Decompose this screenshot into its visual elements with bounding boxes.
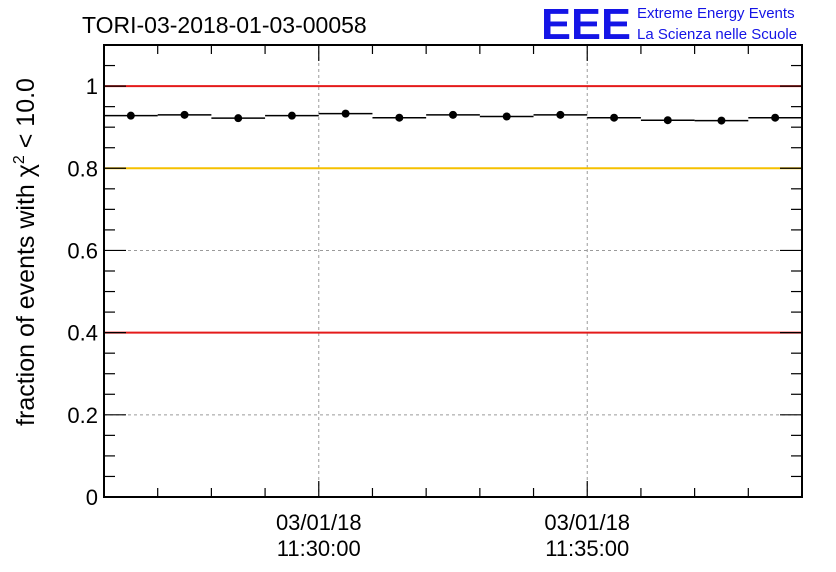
- y-axis-label-sup: 2: [11, 155, 28, 164]
- y-tick-label: 1: [86, 74, 98, 99]
- chart-title: TORI-03-2018-01-03-00058: [82, 12, 367, 38]
- data-point: [771, 113, 780, 122]
- y-axis-label: fraction of events with χ2 < 10.0: [11, 78, 40, 426]
- y-tick-label: 0.2: [67, 403, 98, 428]
- y-axis-label-suffix: < 10.0: [12, 78, 40, 155]
- y-axis-label-chi: χ: [12, 164, 40, 177]
- data-point: [126, 111, 135, 120]
- data-point: [234, 114, 243, 123]
- data-point: [502, 112, 511, 121]
- data-point: [663, 116, 672, 125]
- x-tick-label-date: 03/01/18: [544, 510, 630, 535]
- x-tick-label-time: 11:35:00: [545, 536, 629, 561]
- tick-labels: 00.20.40.60.8103/01/1811:30:0003/01/1811…: [67, 74, 630, 561]
- data-point: [341, 109, 350, 118]
- data-point: [287, 111, 296, 120]
- logo-line-2: La Scienza nelle Scuole: [637, 26, 797, 43]
- x-tick-label-time: 11:30:00: [277, 536, 361, 561]
- y-tick-label: 0.8: [67, 156, 98, 181]
- y-tick-label: 0.6: [67, 238, 98, 263]
- y-tick-label: 0.4: [67, 321, 98, 346]
- y-tick-label: 0: [86, 485, 98, 510]
- data-point: [717, 116, 726, 125]
- data-series: [104, 109, 802, 125]
- plot-frame: [103, 44, 803, 498]
- logo-letters: EEE: [541, 0, 631, 49]
- y-axis-label-prefix: fraction of events with: [12, 177, 40, 426]
- data-point: [449, 110, 457, 119]
- x-tick-label-date: 03/01/18: [276, 510, 362, 535]
- reference-lines: [104, 85, 802, 334]
- data-point: [610, 113, 619, 122]
- logo-line-1: Extreme Energy Events: [637, 5, 795, 22]
- eee-logo: EEE Extreme Energy Events La Scienza nel…: [541, 0, 797, 49]
- data-point: [395, 113, 404, 122]
- data-point: [556, 110, 565, 119]
- data-point: [180, 110, 189, 119]
